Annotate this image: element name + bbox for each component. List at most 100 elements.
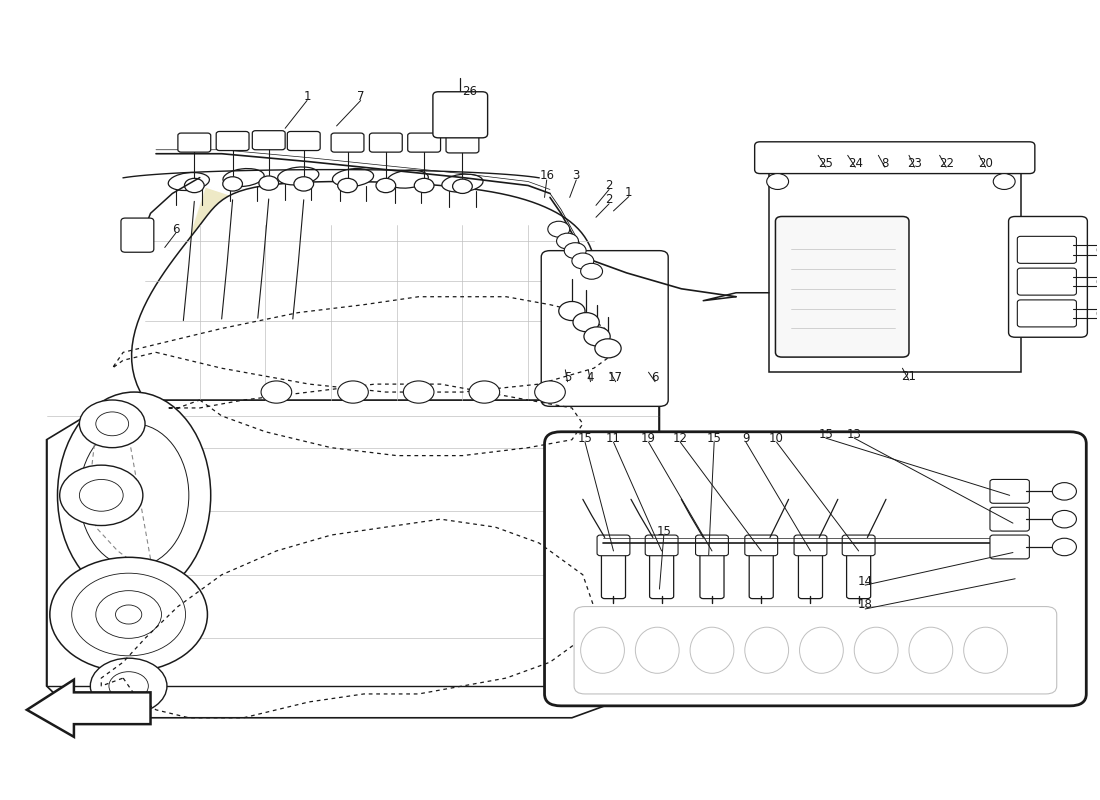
FancyBboxPatch shape — [650, 548, 673, 598]
FancyBboxPatch shape — [602, 548, 626, 598]
Ellipse shape — [57, 392, 211, 598]
Text: 2: 2 — [605, 179, 613, 192]
Circle shape — [96, 412, 129, 436]
Text: 6: 6 — [172, 222, 179, 236]
Circle shape — [1097, 306, 1100, 322]
Text: 13: 13 — [847, 428, 861, 441]
Circle shape — [557, 233, 579, 249]
Polygon shape — [132, 182, 597, 400]
Circle shape — [535, 381, 565, 403]
Circle shape — [584, 327, 610, 346]
Circle shape — [261, 381, 292, 403]
FancyBboxPatch shape — [217, 131, 249, 150]
FancyBboxPatch shape — [990, 535, 1030, 559]
Circle shape — [993, 174, 1015, 190]
Ellipse shape — [855, 627, 898, 674]
Circle shape — [59, 465, 143, 526]
Circle shape — [573, 313, 600, 332]
Circle shape — [96, 590, 162, 638]
FancyBboxPatch shape — [574, 606, 1057, 694]
FancyBboxPatch shape — [990, 479, 1030, 503]
Text: 8: 8 — [881, 157, 889, 170]
Circle shape — [581, 263, 603, 279]
Ellipse shape — [909, 627, 953, 674]
FancyBboxPatch shape — [700, 548, 724, 598]
Text: 15: 15 — [578, 432, 593, 445]
Circle shape — [79, 400, 145, 448]
Circle shape — [79, 479, 123, 511]
Ellipse shape — [581, 627, 625, 674]
Circle shape — [595, 339, 621, 358]
Text: 10: 10 — [769, 432, 784, 445]
FancyBboxPatch shape — [990, 507, 1030, 531]
Text: 15: 15 — [818, 428, 833, 441]
Polygon shape — [769, 162, 1021, 372]
Text: 9: 9 — [742, 432, 750, 445]
FancyBboxPatch shape — [776, 217, 909, 357]
FancyBboxPatch shape — [433, 92, 487, 138]
Circle shape — [767, 174, 789, 190]
Ellipse shape — [277, 167, 319, 185]
Circle shape — [404, 381, 434, 403]
Circle shape — [572, 253, 594, 269]
Circle shape — [116, 605, 142, 624]
Text: 7: 7 — [356, 90, 364, 103]
FancyBboxPatch shape — [597, 535, 630, 556]
Text: 18: 18 — [858, 598, 872, 611]
Circle shape — [109, 672, 148, 700]
Ellipse shape — [79, 424, 189, 567]
Ellipse shape — [964, 627, 1008, 674]
FancyBboxPatch shape — [843, 535, 876, 556]
FancyBboxPatch shape — [695, 535, 728, 556]
Circle shape — [1053, 538, 1077, 556]
Text: 24: 24 — [848, 157, 862, 170]
Circle shape — [469, 381, 499, 403]
Text: 4: 4 — [586, 371, 594, 384]
Ellipse shape — [338, 178, 358, 193]
Circle shape — [72, 573, 186, 656]
Ellipse shape — [168, 173, 209, 190]
Text: 11: 11 — [606, 432, 621, 445]
FancyBboxPatch shape — [847, 548, 871, 598]
Circle shape — [1053, 482, 1077, 500]
Text: 20: 20 — [978, 157, 993, 170]
Text: 1: 1 — [625, 186, 632, 199]
FancyBboxPatch shape — [370, 133, 403, 152]
Ellipse shape — [376, 178, 396, 193]
Text: 12: 12 — [673, 432, 688, 445]
Text: 21: 21 — [902, 370, 916, 382]
FancyBboxPatch shape — [646, 535, 678, 556]
Circle shape — [559, 302, 585, 321]
Circle shape — [564, 242, 586, 258]
Text: 26: 26 — [463, 86, 477, 98]
FancyBboxPatch shape — [408, 133, 441, 152]
FancyBboxPatch shape — [446, 134, 478, 153]
Circle shape — [1097, 242, 1100, 258]
Ellipse shape — [442, 174, 483, 192]
Text: a passion for parts: a passion for parts — [352, 433, 573, 502]
FancyBboxPatch shape — [1018, 236, 1077, 263]
Ellipse shape — [745, 627, 789, 674]
FancyBboxPatch shape — [331, 133, 364, 152]
Text: 2: 2 — [605, 194, 613, 206]
Text: 3: 3 — [573, 170, 580, 182]
Text: EUROPES: EUROPES — [168, 184, 669, 425]
Ellipse shape — [387, 170, 428, 188]
Ellipse shape — [294, 177, 313, 191]
Ellipse shape — [800, 627, 844, 674]
Ellipse shape — [636, 627, 679, 674]
Ellipse shape — [452, 179, 472, 194]
Polygon shape — [26, 680, 151, 737]
Text: 23: 23 — [908, 157, 922, 170]
FancyBboxPatch shape — [1018, 268, 1077, 295]
Circle shape — [1097, 274, 1100, 290]
FancyBboxPatch shape — [178, 133, 211, 152]
Text: 14: 14 — [858, 574, 872, 588]
Circle shape — [50, 558, 208, 672]
Polygon shape — [46, 360, 659, 718]
Ellipse shape — [185, 178, 205, 193]
Text: 16: 16 — [539, 170, 554, 182]
Text: 1: 1 — [304, 90, 311, 103]
Text: 19: 19 — [641, 432, 656, 445]
Text: 17: 17 — [608, 371, 624, 384]
